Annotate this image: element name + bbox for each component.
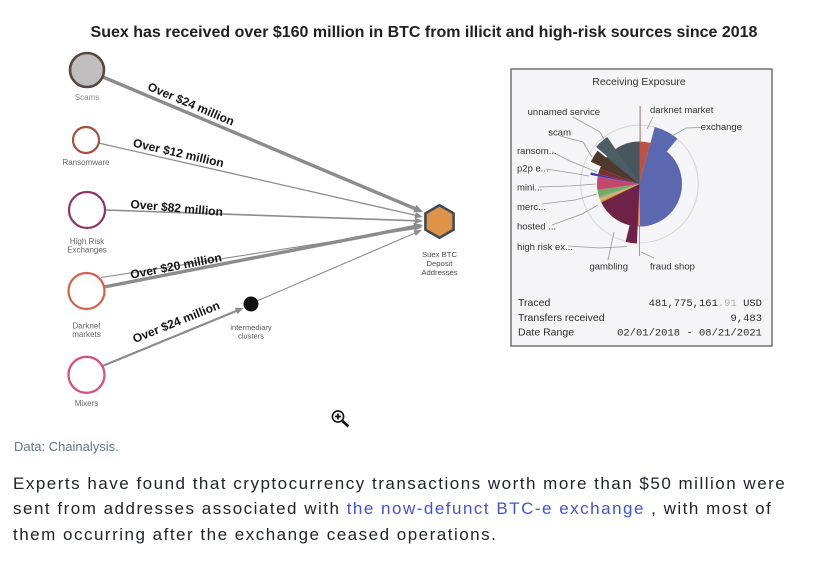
svg-text:Over $12 million: Over $12 million <box>132 136 225 170</box>
svg-text:Exchanges: Exchanges <box>67 246 107 255</box>
svg-text:Over $20 million: Over $20 million <box>129 250 223 281</box>
svg-text:9,483: 9,483 <box>730 313 762 325</box>
svg-text:darknet market: darknet market <box>650 105 714 116</box>
svg-text:gambling: gambling <box>589 262 628 273</box>
svg-text:mini...: mini... <box>517 183 542 194</box>
svg-text:Over $82 million: Over $82 million <box>130 197 224 219</box>
svg-text:Date Range: Date Range <box>518 327 574 339</box>
svg-text:Receiving Exposure: Receiving Exposure <box>592 76 686 88</box>
svg-text:p2p e...: p2p e... <box>517 164 549 175</box>
svg-text:02/01/2018 - 08/21/2021: 02/01/2018 - 08/21/2021 <box>617 328 762 340</box>
svg-text:Over $24 million: Over $24 million <box>146 79 237 128</box>
svg-text:Suex BTC: Suex BTC <box>422 250 457 259</box>
svg-text:high risk ex...: high risk ex... <box>517 242 573 253</box>
svg-text:clusters: clusters <box>238 332 264 341</box>
svg-text:Mixers: Mixers <box>75 399 99 408</box>
svg-text:scam: scam <box>548 128 571 139</box>
svg-text:unnamed service: unnamed service <box>528 107 600 118</box>
svg-text:Transfers received: Transfers received <box>518 312 605 324</box>
svg-text:Deposit: Deposit <box>426 259 453 268</box>
svg-text:merc...: merc... <box>517 202 546 213</box>
svg-text:Darknet: Darknet <box>72 322 101 331</box>
svg-text:ransom...: ransom... <box>517 146 557 157</box>
svg-text:481,775,161.91 USD: 481,775,161.91 USD <box>649 298 762 310</box>
svg-text:intermediary: intermediary <box>230 323 272 332</box>
svg-text:fraud shop: fraud shop <box>650 262 695 273</box>
svg-text:Suex has received over $160 mi: Suex has received over $160 million in B… <box>91 24 758 41</box>
svg-text:Scams: Scams <box>75 93 99 102</box>
svg-text:exchange: exchange <box>701 122 742 133</box>
svg-text:hosted ...: hosted ... <box>517 222 556 233</box>
svg-text:High Risk: High Risk <box>70 237 105 246</box>
svg-text:Traced: Traced <box>518 297 550 309</box>
svg-text:markets: markets <box>72 330 100 339</box>
svg-text:Addresses: Addresses <box>421 268 457 277</box>
svg-text:Ransomware: Ransomware <box>62 158 110 167</box>
